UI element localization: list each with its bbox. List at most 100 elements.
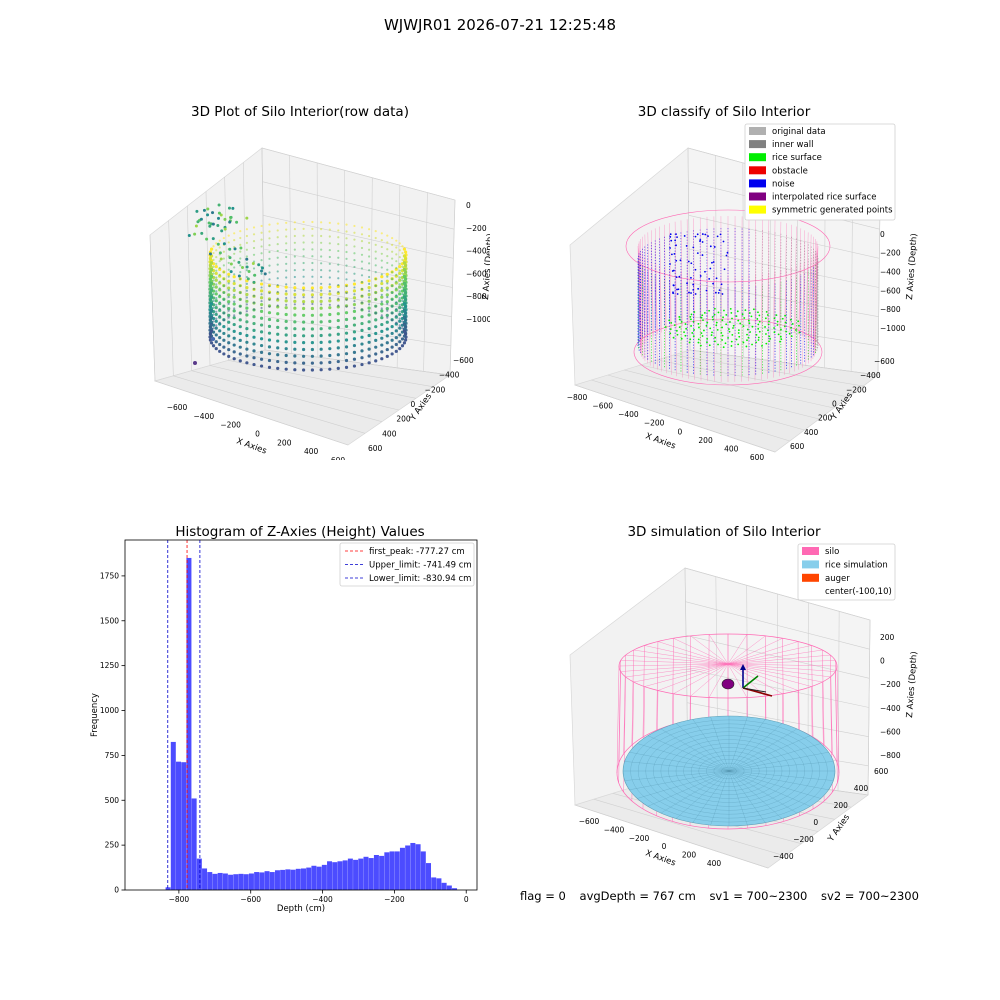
raw-data-point — [202, 208, 206, 212]
panel4-x-tick-label: 200 — [682, 851, 697, 860]
raw-data-point — [374, 312, 377, 315]
histogram-bar — [410, 842, 416, 890]
raw-data-point — [268, 230, 271, 233]
raw-data-point — [293, 368, 297, 372]
raw-data-point — [404, 291, 408, 295]
raw-data-point — [390, 345, 394, 349]
raw-data-point — [267, 311, 272, 315]
rice-surface-point — [713, 313, 716, 316]
rice-surface-point — [767, 323, 770, 326]
raw-data-point — [398, 262, 401, 266]
grid-line — [685, 635, 870, 679]
raw-data-point — [398, 346, 402, 351]
raw-data-point — [268, 223, 271, 226]
rice-mesh-spoke — [629, 752, 730, 772]
rice-mesh-spoke — [692, 719, 730, 772]
wall-line — [680, 220, 683, 327]
raw-data-point — [268, 257, 271, 260]
raw-data-point — [367, 347, 371, 351]
raw-data-point — [284, 333, 288, 337]
noise-point — [694, 293, 697, 295]
raw-data-point — [380, 293, 383, 296]
raw-data-point — [353, 286, 356, 289]
raw-data-point — [218, 342, 222, 347]
raw-data-point — [398, 249, 401, 252]
histogram-bar — [436, 878, 442, 890]
panel2-x-tick-label: −600 — [592, 402, 613, 411]
raw-data-point — [214, 312, 218, 317]
grid-line — [209, 365, 400, 411]
rice-surface-point — [767, 329, 769, 332]
rice-surface-point — [757, 336, 760, 339]
histogram-bar — [358, 858, 364, 890]
raw-data-point — [302, 334, 306, 338]
raw-data-point — [395, 239, 398, 242]
raw-data-point — [267, 338, 272, 342]
raw-data-point — [252, 246, 256, 250]
raw-data-point — [320, 255, 323, 258]
raw-data-point — [395, 246, 398, 249]
raw-data-point — [385, 306, 389, 311]
noise-point — [678, 275, 681, 278]
raw-data-point — [404, 277, 408, 281]
raw-data-point — [223, 217, 227, 221]
x-tick-label: −800 — [169, 895, 190, 904]
raw-data-point — [401, 306, 404, 309]
raw-data-point — [402, 274, 407, 279]
raw-data-point — [212, 313, 215, 316]
raw-data-point — [218, 321, 221, 324]
rice-surface-point — [785, 330, 788, 333]
raw-data-point — [293, 255, 296, 258]
raw-data-point — [395, 307, 398, 311]
raw-data-point — [374, 345, 378, 349]
noise-point — [694, 268, 697, 271]
rice-surface-point — [684, 334, 687, 337]
raw-data-point — [268, 285, 271, 288]
histogram-bar — [217, 872, 223, 890]
silo-roof-line — [673, 663, 729, 694]
raw-data-point — [222, 236, 225, 240]
raw-data-point — [285, 296, 288, 300]
raw-data-point — [311, 282, 314, 285]
histogram-bar — [264, 871, 270, 890]
histogram-bar — [353, 859, 359, 890]
rice-surface-point — [690, 325, 693, 327]
raw-data-point — [385, 354, 389, 358]
raw-data-point — [209, 274, 214, 279]
silo-roof-line — [727, 663, 836, 672]
raw-data-point — [276, 277, 279, 280]
silo-roof-line — [618, 663, 729, 667]
raw-data-point — [222, 338, 226, 342]
rice-surface-point — [703, 329, 705, 332]
wall-line — [655, 228, 658, 335]
raw-data-point — [402, 309, 407, 313]
raw-data-point — [252, 301, 256, 304]
raw-data-point — [398, 242, 401, 245]
wall-line — [754, 217, 756, 324]
raw-data-point — [401, 245, 404, 248]
noise-point — [711, 261, 713, 264]
panel2-z-tick-label: −600 — [880, 286, 901, 295]
rice-surface-point — [709, 327, 712, 330]
panel1-x-tick-label: −400 — [194, 412, 215, 421]
raw-data-point — [218, 336, 222, 340]
wall-line — [798, 228, 801, 335]
raw-data-point — [239, 257, 242, 260]
silo-roof-line — [727, 641, 799, 665]
raw-data-point — [218, 273, 221, 276]
raw-data-point — [260, 259, 263, 262]
raw-data-point — [398, 283, 401, 286]
noise-point — [679, 259, 682, 262]
raw-data-point — [380, 329, 384, 333]
raw-data-point — [401, 258, 404, 261]
rice-surface-point — [790, 335, 793, 338]
raw-data-point — [398, 290, 401, 293]
raw-data-point — [353, 231, 356, 234]
silo-wall-line — [835, 671, 838, 783]
raw-data-point — [360, 267, 364, 270]
panel4-x-tick-label: −600 — [579, 817, 600, 826]
raw-data-point — [380, 295, 384, 299]
raw-data-point — [311, 227, 314, 230]
panel2-y-tick-label: 200 — [818, 414, 833, 423]
raw-data-point — [239, 243, 242, 246]
